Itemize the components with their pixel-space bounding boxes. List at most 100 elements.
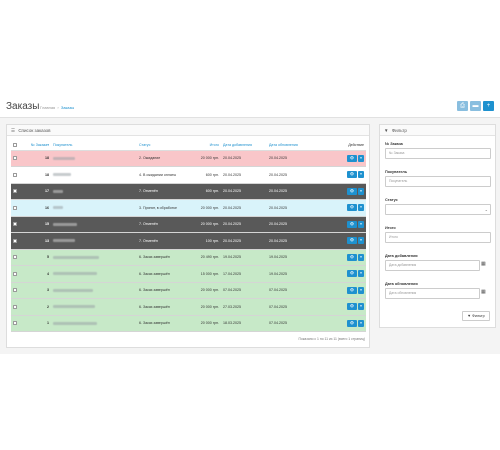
date-added-cell: 19.04.2025: [221, 249, 267, 266]
date-modified-header[interactable]: Дата обновления: [267, 141, 322, 151]
filter-total-label: Итого: [385, 226, 396, 230]
row-checkbox[interactable]: [13, 189, 17, 194]
date-added-cell: 18.03.2025: [221, 315, 267, 332]
customer-name-redacted: [53, 255, 99, 259]
row-select-cell[interactable]: [11, 249, 23, 266]
row-select-cell[interactable]: [11, 216, 23, 233]
view-order-button[interactable]: 👁: [347, 253, 357, 261]
row-select-cell[interactable]: [11, 315, 23, 332]
caret-down-icon: ▾: [360, 287, 362, 292]
table-row: 4 6. Заказ завершён 15 000 грн. 17.04.2025 1…: [11, 265, 366, 282]
breadcrumb-home[interactable]: Главная: [40, 105, 56, 110]
view-order-button[interactable]: 👁: [347, 187, 357, 195]
action-cell: 👁 ▾: [322, 166, 366, 183]
caret-down-icon: ▾: [360, 304, 362, 309]
view-order-button[interactable]: 👁: [347, 270, 357, 278]
date-modified-cell: 20.04.2025: [267, 183, 322, 200]
order-actions-dropdown[interactable]: ▾: [358, 303, 364, 311]
row-select-cell[interactable]: [11, 150, 23, 167]
caret-down-icon: ▾: [360, 254, 362, 259]
order-actions-dropdown[interactable]: ▾: [358, 187, 364, 195]
order-actions-dropdown[interactable]: ▾: [358, 237, 364, 245]
row-select-cell[interactable]: [11, 265, 23, 282]
caret-down-icon: ▾: [360, 238, 362, 243]
row-checkbox[interactable]: [13, 238, 17, 243]
row-checkbox[interactable]: [13, 321, 17, 326]
action-cell: 👁 ▾: [322, 150, 366, 167]
table-row: 3 6. Заказ завершён 20 000 грн. 07.04.2025 0…: [11, 282, 366, 299]
view-order-button[interactable]: 👁: [347, 303, 357, 311]
print-invoice-button[interactable]: ⎙: [457, 101, 468, 111]
filter-customer-input[interactable]: Покупатель: [385, 176, 491, 187]
status-cell: 4. В ожидании оплаты: [137, 166, 195, 183]
orders-panel-heading: ☰ Список заказов: [7, 125, 369, 136]
view-order-button[interactable]: 👁: [347, 171, 357, 179]
row-checkbox[interactable]: [13, 288, 17, 293]
view-order-button[interactable]: 👁: [347, 319, 357, 327]
customer-header[interactable]: Покупатель: [51, 141, 137, 151]
select-all-header[interactable]: [11, 141, 23, 151]
order-actions-dropdown[interactable]: ▾: [358, 253, 364, 261]
row-checkbox[interactable]: [13, 304, 17, 309]
total-cell: 600 грн.: [195, 183, 221, 200]
status-header[interactable]: Статус: [137, 141, 195, 151]
action-cell: 👁 ▾: [322, 298, 366, 315]
order-actions-dropdown[interactable]: ▾: [358, 270, 364, 278]
orders-panel: ☰ Список заказов № Заказа▾ Покупатель Ст…: [6, 124, 370, 348]
view-order-button[interactable]: 👁: [347, 204, 357, 212]
row-select-cell[interactable]: [11, 166, 23, 183]
row-select-cell[interactable]: [11, 232, 23, 249]
action-cell: 👁 ▾: [322, 216, 366, 233]
row-checkbox[interactable]: [13, 205, 17, 210]
row-select-cell[interactable]: [11, 183, 23, 200]
breadcrumb-current[interactable]: Заказы: [60, 105, 75, 110]
caret-down-icon: ▾: [360, 205, 362, 210]
status-cell: 7. Отменён: [137, 232, 195, 249]
view-order-button[interactable]: 👁: [347, 286, 357, 294]
row-select-cell[interactable]: [11, 298, 23, 315]
row-checkbox[interactable]: [13, 156, 17, 161]
view-order-button[interactable]: 👁: [347, 220, 357, 228]
order-actions-dropdown[interactable]: ▾: [358, 319, 364, 327]
customer-cell: [51, 166, 137, 183]
filter-panel-title: Фильтр: [391, 128, 407, 133]
filter-date-modified-input[interactable]: Дата обновления: [385, 288, 480, 299]
total-header[interactable]: Итого: [195, 141, 221, 151]
date-added-header[interactable]: Дата добавления: [221, 141, 267, 151]
action-cell: 👁 ▾: [322, 199, 366, 216]
date-modified-cell: 20.04.2025: [267, 232, 322, 249]
print-shipping-button[interactable]: ▬: [470, 101, 481, 111]
view-order-button[interactable]: 👁: [347, 237, 357, 245]
orders-table: № Заказа▾ Покупатель Статус Итого Дата д…: [11, 141, 366, 332]
total-cell: 20 000 грн.: [195, 199, 221, 216]
order-id-cell: 18: [23, 166, 51, 183]
filter-status-select[interactable]: ⌄: [385, 204, 491, 215]
calendar-icon[interactable]: ▦: [481, 289, 486, 295]
filter-order-id-input[interactable]: № Заказа: [385, 148, 491, 159]
select-all-checkbox[interactable]: [13, 143, 17, 148]
row-checkbox[interactable]: [13, 222, 17, 227]
row-checkbox[interactable]: [13, 172, 17, 177]
date-added-cell: 27.03.2025: [221, 298, 267, 315]
page-header: Заказы Главная › Заказы ⎙ ▬ +: [0, 96, 500, 118]
customer-cell: [51, 232, 137, 249]
add-order-button[interactable]: +: [483, 101, 494, 111]
customer-cell: [51, 298, 137, 315]
eye-icon: 👁: [349, 304, 355, 309]
calendar-icon[interactable]: ▦: [481, 261, 486, 267]
row-checkbox[interactable]: [13, 255, 17, 260]
list-icon: ☰: [11, 128, 16, 133]
row-select-cell[interactable]: [11, 199, 23, 216]
order-id-header[interactable]: № Заказа▾: [23, 141, 51, 151]
order-actions-dropdown[interactable]: ▾: [358, 220, 364, 228]
filter-total-input[interactable]: Итого: [385, 232, 491, 243]
view-order-button[interactable]: 👁: [347, 154, 357, 162]
order-actions-dropdown[interactable]: ▾: [358, 286, 364, 294]
filter-button[interactable]: ▼ Фильтр: [462, 311, 490, 321]
row-checkbox[interactable]: [13, 271, 17, 276]
order-actions-dropdown[interactable]: ▾: [358, 154, 364, 162]
order-actions-dropdown[interactable]: ▾: [358, 204, 364, 212]
order-actions-dropdown[interactable]: ▾: [358, 171, 364, 179]
filter-date-added-input[interactable]: Дата добавления: [385, 260, 480, 271]
row-select-cell[interactable]: [11, 282, 23, 299]
